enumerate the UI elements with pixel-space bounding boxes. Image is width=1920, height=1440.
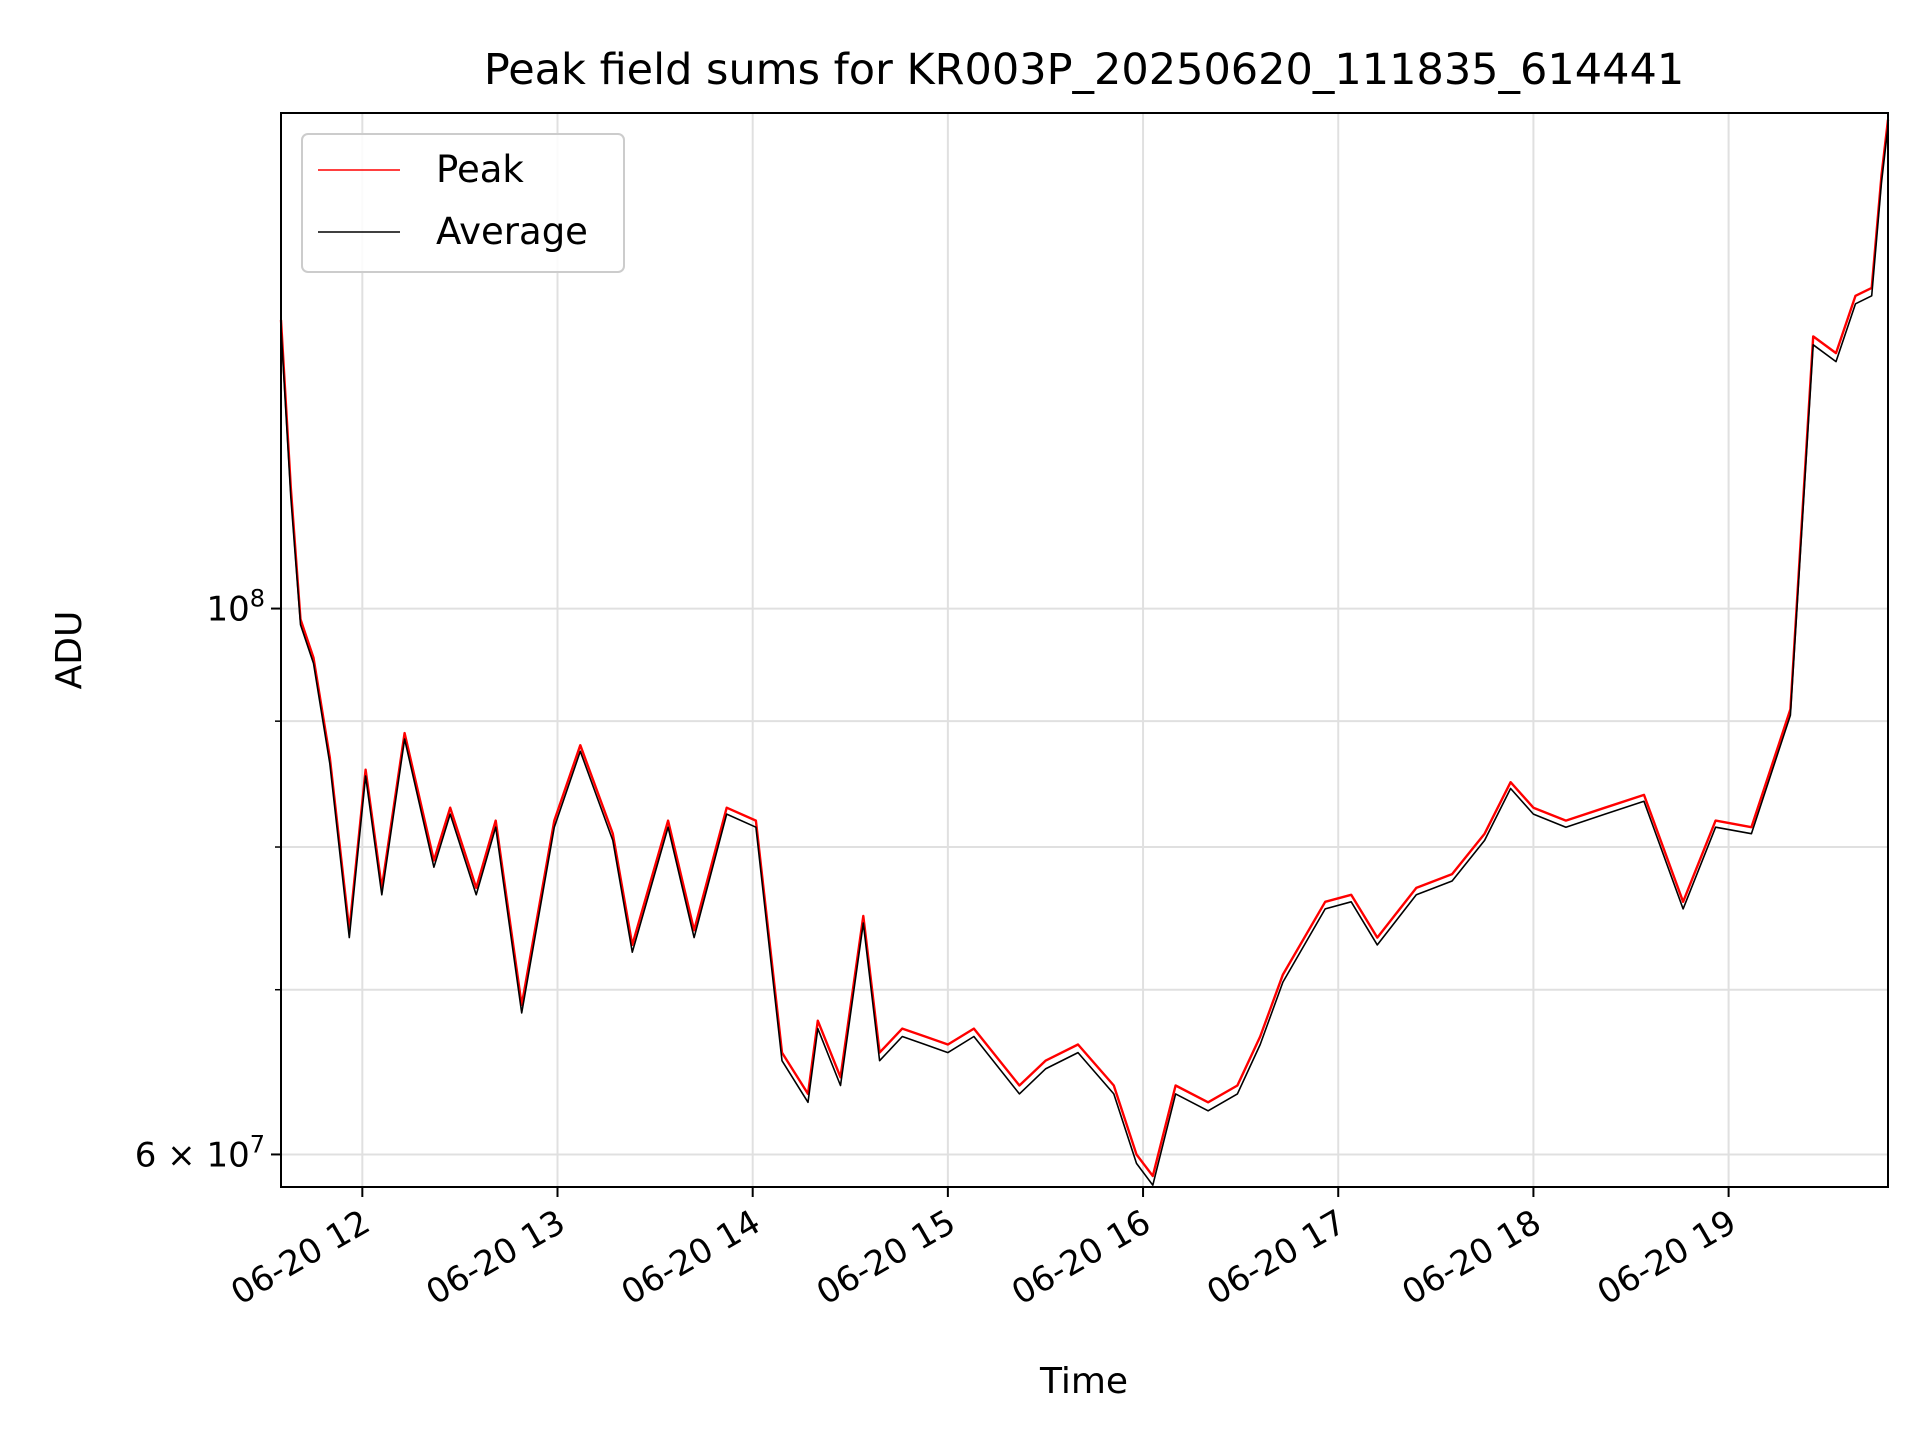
series-lines <box>279 119 1890 1186</box>
legend: Peak Average <box>301 133 625 273</box>
series-line-average <box>280 126 1889 1186</box>
legend-box <box>301 133 625 273</box>
legend-label-average: Average <box>436 210 588 253</box>
y-tick-label: 108 <box>206 585 265 630</box>
chart-title: Peak field sums for KR003P_20250620_1118… <box>484 45 1684 95</box>
series-line-peak <box>279 119 1890 1178</box>
y-axis-title: ADU <box>49 611 90 690</box>
y-ticks: 108 6 × 107 <box>135 585 281 1175</box>
legend-label-peak: Peak <box>436 148 524 191</box>
x-axis-title: Time <box>1039 1361 1128 1402</box>
grid <box>281 113 1888 1187</box>
plot-frame <box>280 112 1889 1188</box>
y-tick-label: 6 × 107 <box>135 1130 265 1175</box>
